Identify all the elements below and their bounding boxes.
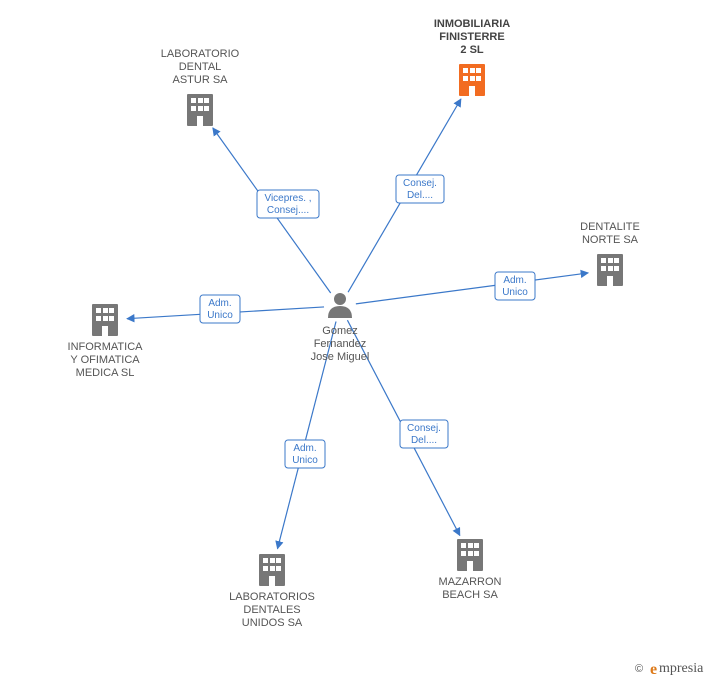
edge-dentalite xyxy=(356,273,588,304)
building-icon xyxy=(457,539,483,571)
building-icon xyxy=(459,64,485,96)
edge-label-text: Del.... xyxy=(407,190,433,201)
company-node-dentalite[interactable]: DENTALITENORTE SA xyxy=(580,221,640,286)
company-node-lab_unidos[interactable]: LABORATORIOSDENTALESUNIDOS SA xyxy=(229,554,315,629)
company-node-lab_dental_astur[interactable]: LABORATORIODENTALASTUR SA xyxy=(161,48,240,126)
network-diagram: LABORATORIODENTALASTUR SA INMOBILIARIAFIN… xyxy=(0,0,728,685)
edge-label-text: Consej.... xyxy=(267,205,309,216)
edge-label-text: Vicepres. , xyxy=(264,193,311,204)
edge-label-text: Unico xyxy=(502,287,528,298)
watermark-e: e xyxy=(650,661,657,678)
edge-label-text: Adm. xyxy=(293,443,316,454)
copyright-symbol: © xyxy=(635,663,643,675)
edge-label-dentalite: Adm.Unico xyxy=(495,272,535,300)
company-label: Y OFIMATICA xyxy=(70,354,140,366)
edge-label-text: Adm. xyxy=(503,275,526,286)
person-label: Jose Miguel xyxy=(311,351,370,363)
person-label: Gomez xyxy=(322,325,357,337)
company-node-mazarron[interactable]: MAZARRONBEACH SA xyxy=(439,539,502,601)
building-icon xyxy=(259,554,285,586)
edge-label-text: Unico xyxy=(292,455,318,466)
edge-label-text: Consej. xyxy=(407,423,441,434)
company-label: UNIDOS SA xyxy=(242,617,303,629)
company-label: DENTAL xyxy=(179,61,222,73)
company-label: DENTALITE xyxy=(580,221,640,233)
person-label: Fernandez xyxy=(314,338,367,350)
company-label: INFORMATICA xyxy=(68,341,144,353)
company-label: LABORATORIO xyxy=(161,48,240,60)
edge-labels-layer: Vicepres. ,Consej....Consej.Del....Adm.U… xyxy=(200,175,535,468)
nodes-layer: LABORATORIODENTALASTUR SA INMOBILIARIAFIN… xyxy=(68,18,640,629)
company-label: ASTUR SA xyxy=(172,74,228,86)
edge-label-text: Adm. xyxy=(208,298,231,309)
company-label: MAZARRON xyxy=(439,576,502,588)
watermark-text: mpresia xyxy=(659,661,704,676)
edge-label-informatica: Adm.Unico xyxy=(200,295,240,323)
building-icon xyxy=(597,254,623,286)
company-label: DENTALES xyxy=(243,604,300,616)
company-label: INMOBILIARIA xyxy=(434,18,510,30)
edge-label-inmobiliaria: Consej.Del.... xyxy=(396,175,444,203)
watermark: © e mpresia xyxy=(635,661,704,678)
edge-label-mazarron: Consej.Del.... xyxy=(400,420,448,448)
edge-label-lab_dental_astur: Vicepres. ,Consej.... xyxy=(257,190,319,218)
edge-label-text: Consej. xyxy=(403,178,437,189)
edge-label-lab_unidos: Adm.Unico xyxy=(285,440,325,468)
company-label: BEACH SA xyxy=(442,589,498,601)
edge-label-text: Unico xyxy=(207,310,233,321)
company-label: 2 SL xyxy=(460,44,484,56)
company-node-inmobiliaria[interactable]: INMOBILIARIAFINISTERRE2 SL xyxy=(434,18,510,96)
building-icon xyxy=(187,94,213,126)
company-label: LABORATORIOS xyxy=(229,591,315,603)
company-label: NORTE SA xyxy=(582,234,639,246)
edges-layer xyxy=(127,99,588,549)
person-icon xyxy=(328,293,352,318)
company-label: FINISTERRE xyxy=(439,31,504,43)
building-icon xyxy=(92,304,118,336)
company-label: MEDICA SL xyxy=(76,367,135,379)
company-node-informatica[interactable]: INFORMATICAY OFIMATICAMEDICA SL xyxy=(68,304,144,379)
edge-label-text: Del.... xyxy=(411,435,437,446)
